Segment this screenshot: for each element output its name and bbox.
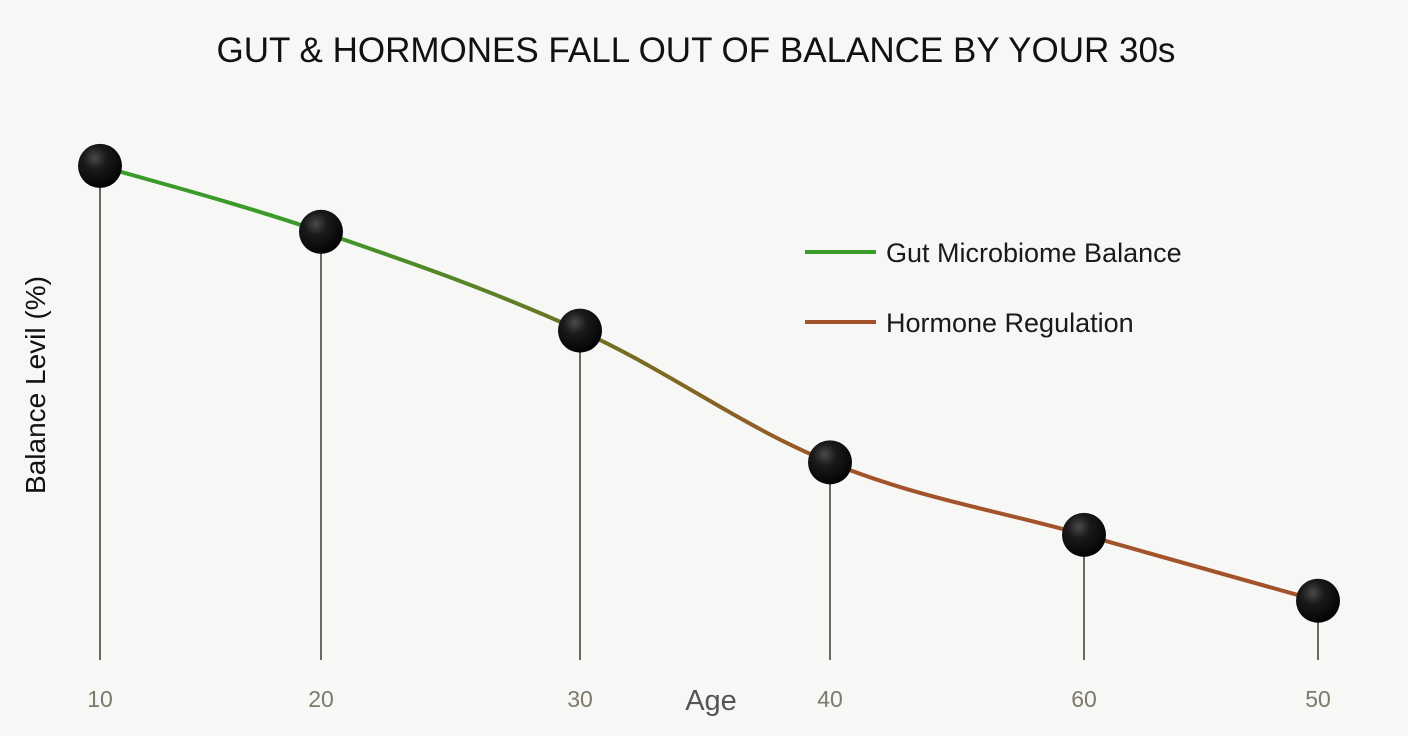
x-tick-label-60: 60 [1071, 686, 1097, 712]
x-tick-label-40: 40 [817, 686, 843, 712]
x-tick-label-50: 50 [1305, 686, 1331, 712]
data-point-20 [299, 209, 343, 254]
x-tick-labels: 10 20 30 40 60 50 [87, 686, 1331, 712]
x-axis-label: Age [685, 685, 737, 717]
legend: Gut Microbiome Balance Hormone Regulatio… [805, 238, 1182, 338]
x-tick-label-10: 10 [87, 686, 113, 712]
x-tick-label-20: 20 [308, 686, 334, 712]
y-axis-label: Balance Levil (%) [20, 276, 51, 494]
legend-label-hormone: Hormone Regulation [886, 308, 1134, 338]
data-point-60 [1062, 512, 1106, 557]
x-tick-label-30: 30 [567, 686, 593, 712]
legend-label-gut: Gut Microbiome Balance [886, 238, 1182, 268]
data-point-40 [808, 440, 852, 485]
data-markers [78, 143, 1340, 623]
data-point-10 [78, 143, 122, 188]
data-point-50 [1296, 578, 1340, 623]
series-line [98, 163, 1320, 603]
data-point-30 [558, 308, 602, 353]
chart-title: GUT & HORMONES FALL OUT OF BALANCE BY YO… [217, 31, 1176, 70]
